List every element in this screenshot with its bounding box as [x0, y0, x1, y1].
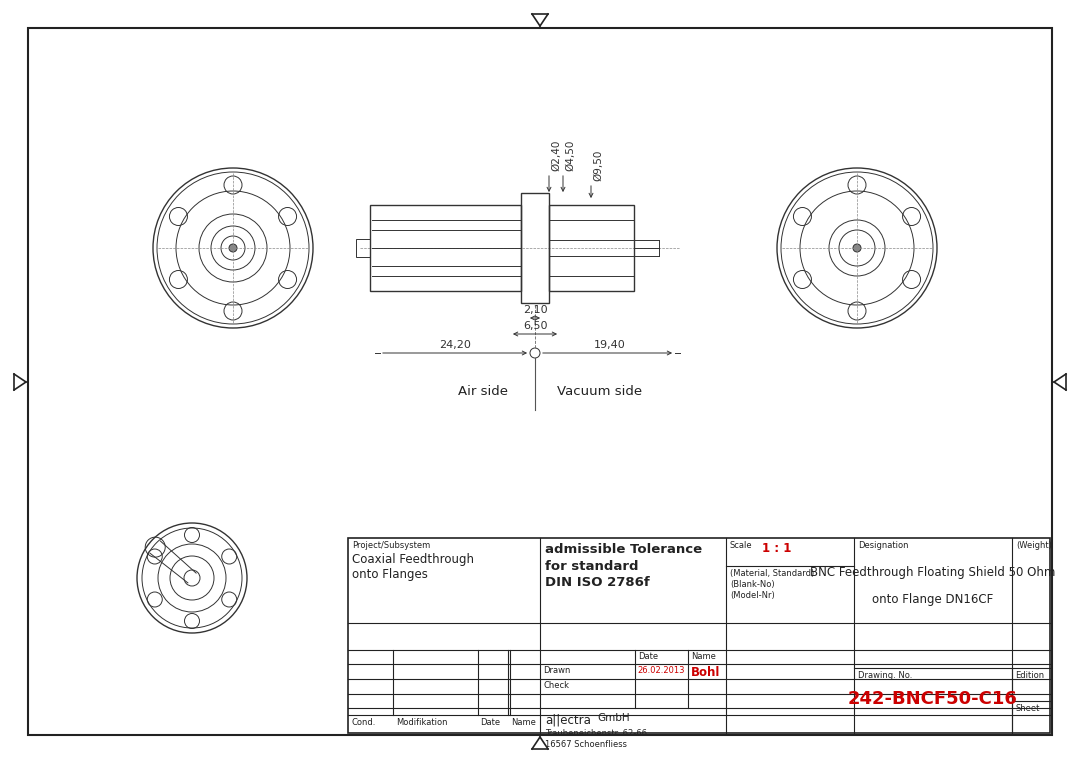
Text: 6,50: 6,50 [523, 321, 548, 331]
Text: (Model-Nr): (Model-Nr) [730, 591, 774, 600]
Text: Check: Check [543, 681, 569, 690]
Bar [521, 193, 549, 303]
Text: Modifikation: Modifikation [396, 718, 447, 727]
Text: 242-BNCF50-C16: 242-BNCF50-C16 [848, 690, 1018, 708]
Text: 24,20: 24,20 [440, 340, 471, 350]
Text: admissible Tolerance: admissible Tolerance [545, 543, 702, 556]
Text: Project/Subsystem: Project/Subsystem [352, 541, 430, 550]
Text: (Blank-No): (Blank-No) [730, 580, 774, 589]
Bar [370, 205, 521, 291]
Text: Air side: Air side [458, 385, 508, 398]
Text: Ø9,50: Ø9,50 [593, 150, 603, 181]
Bar [356, 239, 370, 257]
Circle shape [853, 244, 861, 252]
Text: (Weight): (Weight) [1016, 541, 1052, 550]
Circle shape [229, 244, 237, 252]
Text: 1 : 1: 1 : 1 [762, 542, 792, 555]
Bar [549, 205, 634, 291]
Text: onto Flange DN16CF: onto Flange DN16CF [873, 593, 994, 606]
Text: Ø2,40: Ø2,40 [551, 140, 561, 171]
Text: Coaxial Feedthrough: Coaxial Feedthrough [352, 553, 474, 566]
Text: Name: Name [511, 718, 536, 727]
Text: (Material, Standard): (Material, Standard) [730, 569, 814, 578]
Text: 26.02.2013: 26.02.2013 [637, 666, 685, 675]
Text: Ø4,50: Ø4,50 [565, 140, 575, 171]
Text: Drawn: Drawn [543, 666, 570, 675]
Text: for standard: for standard [545, 560, 638, 573]
Text: 2,10: 2,10 [523, 305, 548, 315]
Text: GmbH: GmbH [597, 713, 630, 723]
Text: Drawing. No.: Drawing. No. [858, 671, 913, 680]
Text: Sheet: Sheet [1015, 704, 1039, 713]
Text: 16567 Schoenfliess: 16567 Schoenfliess [545, 740, 627, 749]
Bar [348, 538, 1050, 733]
Text: Name: Name [691, 652, 716, 661]
Text: Bohl: Bohl [691, 666, 720, 679]
Text: Vacuum side: Vacuum side [557, 385, 643, 398]
Text: Cond.: Cond. [351, 718, 376, 727]
Text: DIN ISO 2786f: DIN ISO 2786f [545, 576, 650, 589]
Text: a||ectra: a||ectra [545, 713, 591, 726]
Text: Date: Date [480, 718, 500, 727]
Text: onto Flanges: onto Flanges [352, 568, 428, 581]
Text: BNC Feedthrough Floating Shield 50 Ohm: BNC Feedthrough Floating Shield 50 Ohm [810, 566, 1055, 579]
Text: Traubeneichenstr. 62-66: Traubeneichenstr. 62-66 [545, 729, 647, 738]
Text: Edition: Edition [1015, 671, 1044, 680]
Text: Designation: Designation [858, 541, 908, 550]
Text: 19,40: 19,40 [594, 340, 626, 350]
Text: Date: Date [638, 652, 658, 661]
Text: Scale: Scale [730, 541, 753, 550]
